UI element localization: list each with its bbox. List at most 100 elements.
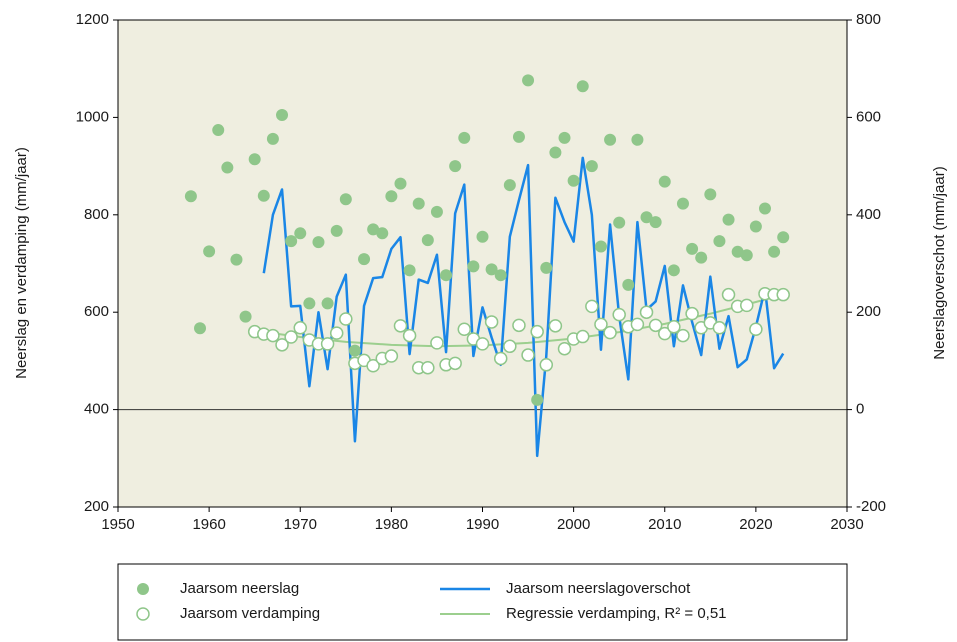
open-point [284, 330, 298, 344]
open-point [749, 322, 763, 336]
point [604, 133, 617, 146]
point [494, 269, 507, 282]
x-tick-label: 2010 [648, 516, 681, 533]
open-point [266, 328, 280, 343]
open-point [648, 318, 663, 333]
open-point [712, 321, 727, 335]
point [440, 269, 453, 282]
point [512, 130, 525, 143]
point [531, 393, 544, 406]
point [676, 197, 689, 210]
point [704, 188, 717, 201]
point [348, 344, 361, 357]
point [549, 146, 562, 159]
open-point [639, 305, 654, 319]
open-point [457, 322, 472, 336]
open-point [421, 360, 435, 375]
y-tick-label: 600 [84, 303, 109, 320]
y2-axis-label: Neerslagoverschot (mm/jaar) [931, 166, 948, 359]
point [194, 322, 207, 335]
point [758, 202, 771, 215]
point [713, 235, 726, 248]
point [285, 235, 298, 248]
point [221, 161, 234, 174]
y-tick-label: 1000 [76, 108, 109, 125]
point [321, 297, 334, 310]
point [330, 224, 343, 237]
open-point [293, 321, 307, 335]
point [412, 197, 425, 210]
legend-box [117, 563, 848, 641]
point [594, 240, 607, 253]
y-tick-label: 1200 [76, 11, 109, 28]
point [421, 234, 434, 247]
open-point [539, 358, 554, 372]
open-point [366, 359, 380, 373]
point [367, 223, 380, 236]
point [230, 253, 243, 266]
legend-label: Jaarsom neerslag [180, 580, 299, 597]
open-point [448, 356, 462, 371]
open-point [521, 348, 535, 362]
point [203, 245, 216, 258]
x-tick-label: 1960 [192, 516, 225, 533]
point [585, 160, 598, 173]
point [540, 261, 553, 274]
x-tick-label: 2000 [557, 516, 590, 533]
open-point [685, 306, 699, 321]
point [640, 211, 653, 224]
open-point [275, 338, 289, 352]
open-point [384, 349, 399, 363]
point [768, 245, 781, 258]
point [731, 245, 744, 258]
point [485, 263, 498, 276]
point [385, 190, 398, 203]
legend-label: Jaarsom neerslagoverschot [506, 580, 691, 597]
point [467, 260, 480, 273]
open-point [667, 320, 681, 334]
y2-tick-label: 600 [856, 108, 881, 125]
x-tick-label: 2030 [830, 516, 863, 533]
x-tick-label: 1950 [101, 516, 134, 533]
y-axis-label: Neerslag en verdamping (mm/jaar) [13, 147, 30, 379]
y2-tick-label: 0 [856, 401, 864, 418]
series-line [262, 156, 785, 458]
y2-tick-label: -200 [856, 498, 886, 515]
point [777, 231, 790, 244]
open-point [658, 326, 672, 341]
point [449, 160, 462, 173]
point [622, 278, 635, 291]
point [184, 190, 197, 203]
point [239, 310, 252, 323]
point [631, 133, 644, 146]
legend-marker [136, 607, 150, 621]
point [722, 213, 735, 226]
point [686, 242, 699, 255]
y2-tick-label: 800 [856, 11, 881, 28]
x-tick-label: 1970 [284, 516, 317, 533]
point [312, 236, 325, 249]
open-point [493, 351, 508, 366]
point [458, 131, 471, 144]
plot-area [118, 20, 847, 507]
open-point [393, 319, 408, 333]
point [649, 216, 662, 229]
legend-marker [137, 583, 149, 595]
point [212, 124, 225, 137]
point [695, 251, 708, 264]
y2-tick-label: 400 [856, 206, 881, 223]
point [740, 249, 753, 262]
point [503, 179, 516, 192]
point [430, 205, 443, 218]
open-point [594, 317, 608, 332]
point [248, 153, 261, 166]
open-point [320, 337, 335, 351]
open-point [530, 324, 544, 339]
open-point [503, 339, 517, 354]
point [403, 264, 416, 277]
point [749, 220, 762, 233]
point [294, 227, 307, 240]
open-point [721, 287, 736, 302]
point [476, 230, 489, 243]
point [376, 227, 389, 240]
